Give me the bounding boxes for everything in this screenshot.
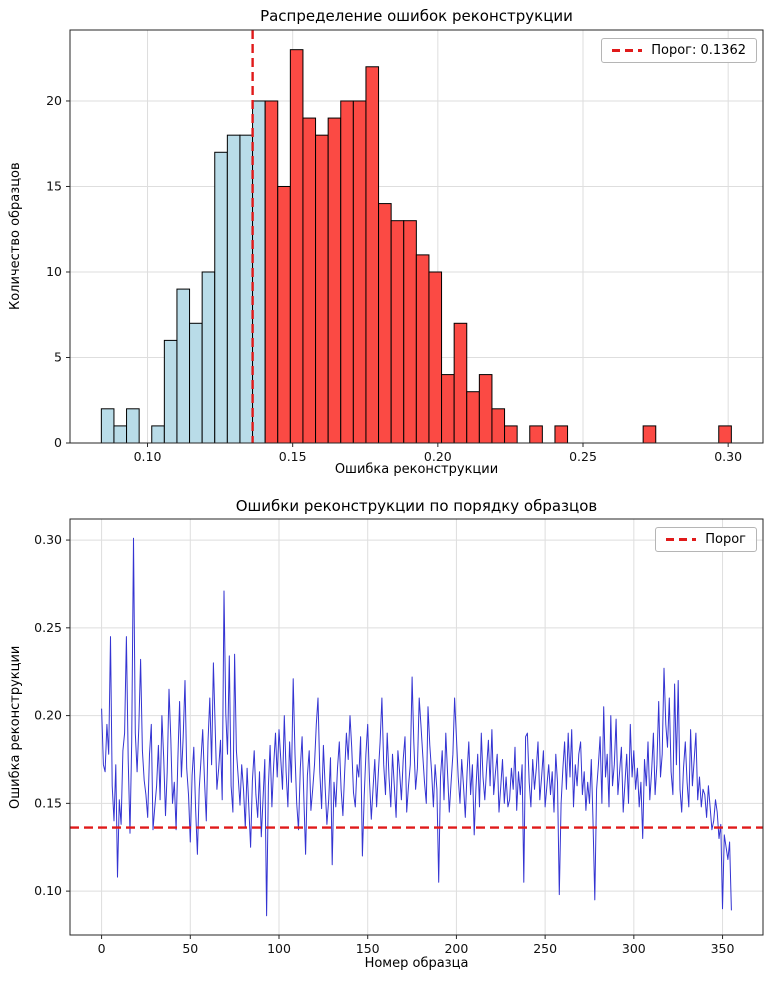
threshold-line-sample	[666, 538, 697, 541]
svg-text:0: 0	[98, 941, 106, 956]
histogram-legend: Порог: 0.1362	[601, 38, 757, 63]
histogram-legend-label: Порог: 0.1362	[651, 43, 746, 58]
svg-text:0: 0	[54, 435, 62, 450]
line-chart-title: Ошибки реконструкции по порядку образцов	[235, 497, 598, 515]
line-chart-xlabel: Номер образца	[364, 956, 469, 971]
svg-text:200: 200	[444, 941, 468, 956]
axes: 0 50 100 150 200 250 300 350 0.10 0.15 0.20 0.25 0.3…	[34, 518, 764, 956]
axes: 0.10 0.15 0.20 0.25 0.30 0 5 10 15 20	[46, 29, 764, 464]
svg-text:0.30: 0.30	[34, 532, 62, 547]
svg-text:0.25: 0.25	[34, 620, 62, 635]
svg-text:0.20: 0.20	[34, 708, 62, 723]
svg-text:0.25: 0.25	[569, 449, 597, 464]
svg-text:0.10: 0.10	[134, 449, 162, 464]
histogram-title: Распределение ошибок реконструкции	[260, 7, 573, 25]
threshold-line-sample	[612, 49, 643, 52]
svg-text:0.15: 0.15	[34, 795, 62, 810]
line-chart-legend-label: Порог	[705, 532, 746, 547]
histogram-xlabel: Ошибка реконструкции	[334, 462, 499, 477]
svg-text:300: 300	[622, 941, 646, 956]
svg-text:10: 10	[46, 264, 62, 279]
svg-text:0.10: 0.10	[34, 883, 62, 898]
svg-text:100: 100	[267, 941, 291, 956]
svg-text:50: 50	[182, 941, 198, 956]
svg-text:250: 250	[533, 941, 557, 956]
svg-text:0.15: 0.15	[279, 449, 307, 464]
histogram-bars	[100, 49, 732, 444]
svg-text:5: 5	[54, 349, 62, 364]
line-chart-legend: Порог	[655, 527, 757, 552]
svg-text:15: 15	[46, 178, 62, 193]
svg-text:0.30: 0.30	[714, 449, 742, 464]
svg-text:20: 20	[46, 93, 62, 108]
svg-text:350: 350	[711, 941, 735, 956]
svg-text:150: 150	[356, 941, 380, 956]
svg-text:0.20: 0.20	[424, 449, 452, 464]
error-series-line	[101, 537, 732, 917]
